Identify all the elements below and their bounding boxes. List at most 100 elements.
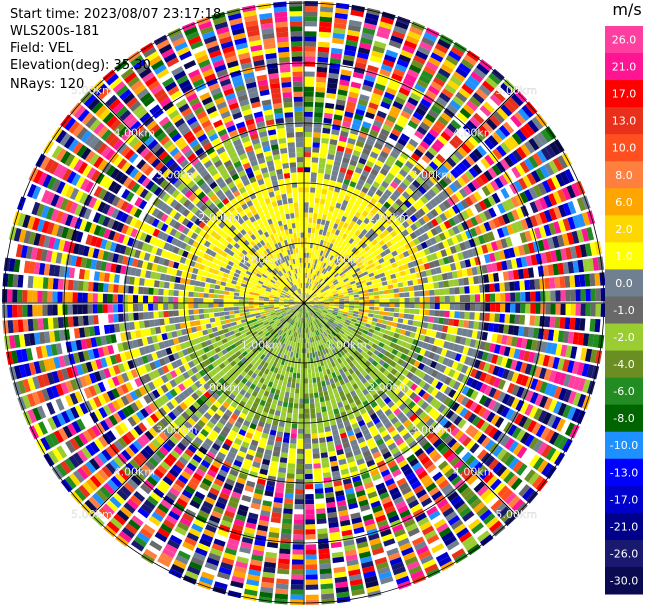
radar-gate: [584, 273, 591, 287]
radar-gate: [510, 292, 516, 302]
radar-gate: [358, 293, 364, 297]
radar-gate: [472, 92, 485, 104]
radar-gate: [415, 107, 427, 117]
radar-gate: [320, 288, 325, 292]
radar-gate: [534, 213, 543, 226]
radar-gate: [510, 303, 516, 313]
radar-gate: [530, 254, 538, 266]
radar-gate: [340, 284, 347, 289]
radar-gate: [350, 9, 364, 18]
radar-gate: [358, 47, 371, 55]
radar-gate: [394, 371, 402, 379]
radar-gate: [555, 249, 563, 262]
radar-gate: [344, 254, 350, 260]
radar-gate: [480, 303, 486, 312]
radar-gate: [508, 325, 515, 335]
radar-gate: [305, 564, 318, 570]
radar-gate: [370, 168, 379, 177]
radar-gate: [446, 359, 455, 368]
radar-gate: [394, 293, 400, 298]
radar-gate: [427, 109, 439, 119]
radar-gate: [326, 231, 331, 238]
radar-gate: [371, 321, 377, 326]
radar-gate: [291, 564, 304, 570]
radar-gate: [405, 217, 414, 226]
radar-gate: [367, 340, 374, 347]
radar-gate: [404, 397, 413, 406]
radar-gate: [473, 321, 480, 330]
radar-gate: [552, 235, 560, 249]
radar-gate: [313, 387, 318, 393]
radar-gate: [322, 310, 328, 314]
radar-gate: [400, 245, 407, 253]
radar-gate: [564, 317, 571, 330]
radar-gate: [343, 293, 349, 297]
radar-gate: [501, 226, 510, 237]
radar-gate: [356, 218, 363, 226]
radar-gate: [581, 195, 591, 210]
radar-gate: [308, 298, 313, 301]
radar-gate: [396, 91, 408, 101]
radar-gate: [526, 172, 537, 186]
radar-gate: [491, 164, 502, 176]
radar-gate: [324, 258, 329, 264]
radar-gate: [343, 54, 355, 62]
radar-gate: [511, 209, 520, 221]
radar-gate: [309, 352, 313, 358]
radar-gate: [372, 146, 381, 155]
radar-gate: [404, 330, 411, 337]
radar-gate: [305, 283, 307, 289]
radar-gate: [510, 258, 518, 269]
radar-gate: [304, 443, 312, 449]
radar-gate: [305, 463, 313, 470]
radar-gate: [321, 312, 327, 316]
radar-gate: [393, 332, 400, 339]
radar-gate: [479, 421, 490, 433]
radar-gate: [516, 386, 525, 398]
radar-gate: [497, 367, 505, 378]
radar-gate: [544, 277, 551, 289]
radar-gate: [434, 289, 440, 296]
radar-gate: [524, 230, 533, 242]
radar-gate: [468, 458, 480, 470]
radar-gate: [336, 94, 347, 101]
radar-gate: [461, 451, 472, 463]
radar-gate: [304, 182, 310, 188]
radar-gate: [322, 292, 328, 296]
radar-gate: [317, 271, 322, 277]
radar-gate: [321, 290, 327, 294]
radar-gate: [466, 249, 474, 258]
radar-gate: [315, 407, 321, 414]
radar-gate: [397, 137, 408, 147]
radar-gate: [355, 341, 361, 347]
radar-gate: [370, 246, 377, 253]
radar-gate: [304, 293, 306, 298]
radar-gate: [357, 98, 369, 107]
radar-gate: [461, 158, 472, 169]
radar-gate: [387, 335, 394, 342]
radar-gate: [496, 334, 503, 344]
radar-gate: [478, 223, 487, 234]
radar-gate: [381, 180, 390, 189]
radar-gate: [404, 355, 412, 363]
radar-gate: [532, 152, 543, 166]
radar-gate: [366, 281, 372, 286]
radar-gate: [356, 252, 363, 259]
radar-gate: [480, 452, 492, 464]
radar-gate: [398, 374, 406, 382]
radar-gate: [320, 273, 325, 279]
radar-gate: [385, 275, 392, 281]
radar-gate: [434, 205, 443, 215]
radar-gate: [511, 384, 520, 396]
radar-gate: [291, 423, 298, 429]
radar-gate: [557, 262, 565, 275]
radar-gate: [378, 185, 387, 193]
radar-gate: [317, 56, 329, 63]
radar-gate: [334, 229, 341, 236]
radar-gate: [525, 339, 533, 350]
radar-gate: [421, 36, 435, 47]
radar-gate: [315, 402, 321, 409]
radar-gate: [409, 331, 416, 339]
radar-gate: [518, 484, 531, 497]
radar-gate: [289, 367, 294, 373]
